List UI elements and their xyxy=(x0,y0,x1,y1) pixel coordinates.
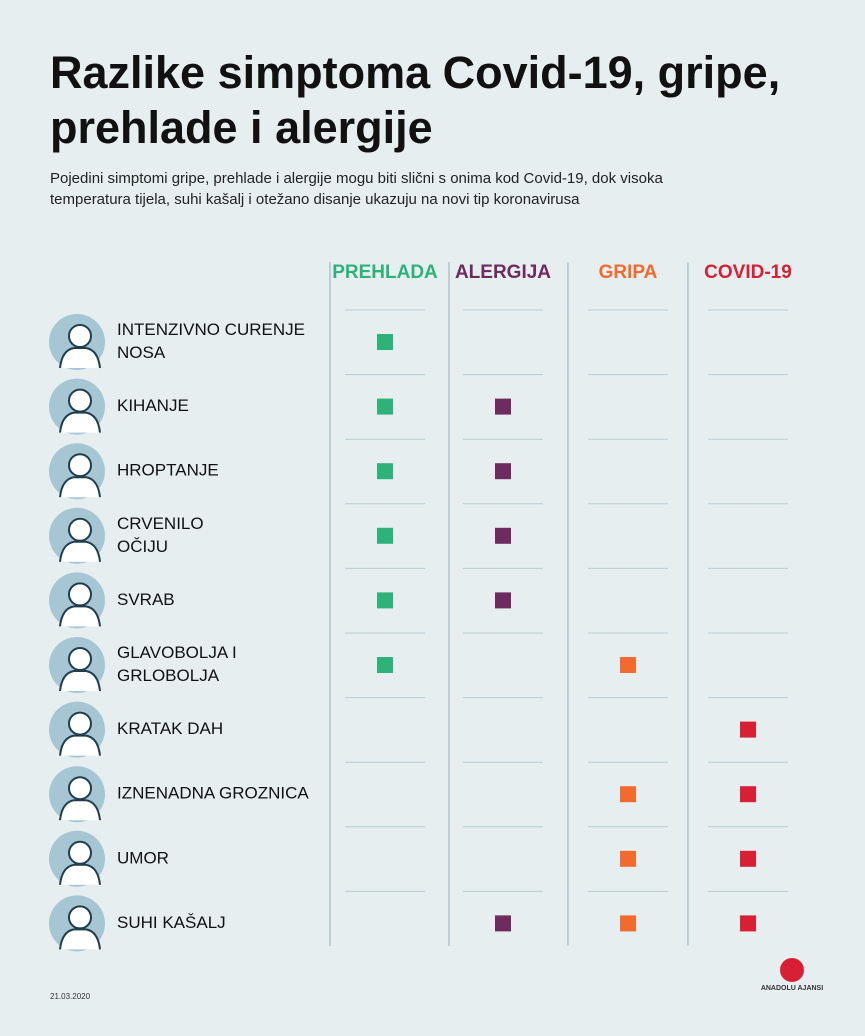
symptom-mark xyxy=(620,786,636,803)
subtitle: temperatura tijela, suhi kašalj i otežan… xyxy=(50,191,580,208)
icon-body xyxy=(59,540,101,562)
symptom-mark xyxy=(495,915,511,932)
symptom-mark xyxy=(377,527,393,544)
icon-body xyxy=(59,799,101,821)
symptom-label: GLAVOBOLJA I xyxy=(117,643,237,662)
symptom-mark xyxy=(377,463,393,480)
symptom-label: GRLOBOLJA xyxy=(117,666,220,685)
icon-head xyxy=(68,711,92,736)
icon-head xyxy=(68,324,92,348)
icon-head xyxy=(68,776,92,801)
column-header: COVID-19 xyxy=(704,262,792,283)
symptom-label: SVRAB xyxy=(117,590,175,609)
icon-body xyxy=(59,670,101,692)
symptom-label: NOSA xyxy=(117,343,166,362)
icon-body xyxy=(59,476,101,498)
symptom-label: IZNENADNA GROZNICA xyxy=(117,784,309,803)
icon-head xyxy=(68,905,92,930)
symptom-mark xyxy=(620,850,636,867)
symptom-label: UMOR xyxy=(117,848,169,867)
icon-body xyxy=(59,411,101,433)
column-header: GRIPA xyxy=(599,262,658,283)
symptom-mark xyxy=(740,850,756,867)
icon-head xyxy=(68,388,92,413)
logo: ANADOLU AJANSI xyxy=(761,985,823,992)
symptom-label: KRATAK DAH xyxy=(117,719,223,738)
symptom-mark xyxy=(495,592,511,609)
symptom-label: CRVENILO xyxy=(117,514,204,533)
column-header: ALERGIJA xyxy=(455,262,551,283)
icon-head xyxy=(68,517,92,542)
icon-head xyxy=(68,453,92,478)
icon-head xyxy=(68,647,92,671)
symptom-mark xyxy=(377,334,393,350)
symptom-mark xyxy=(377,398,393,415)
icon-head xyxy=(68,582,92,607)
symptom-label: KIHANJE xyxy=(117,396,189,415)
symptom-mark xyxy=(740,721,756,738)
symptom-label: SUHI KAŠALJ xyxy=(117,913,226,932)
symptom-mark xyxy=(740,915,756,932)
title: Razlike simptoma Covid-19, gripe, xyxy=(50,47,780,98)
symptom-mark xyxy=(377,657,393,673)
symptom-label: INTENZIVNO CURENJE xyxy=(117,320,305,339)
symptom-mark xyxy=(495,398,511,415)
symptom-label: HROPTANJE xyxy=(117,461,219,480)
logo-icon xyxy=(780,958,804,982)
symptom-mark xyxy=(740,786,756,803)
subtitle: Pojedini simptomi gripe, prehlade i aler… xyxy=(50,170,663,187)
icon-body xyxy=(59,347,101,369)
symptom-mark xyxy=(377,592,393,609)
icon-body xyxy=(59,734,101,756)
date: 21.03.2020 xyxy=(50,992,91,1001)
column-header: PREHLADA xyxy=(332,262,438,283)
symptom-mark xyxy=(620,657,636,673)
symptom-mark xyxy=(620,915,636,932)
icon-head xyxy=(68,840,92,865)
symptom-mark xyxy=(495,527,511,544)
symptom-mark xyxy=(495,463,511,480)
symptom-label: OČIJU xyxy=(117,537,168,556)
icon-body xyxy=(59,863,101,885)
icon-body xyxy=(59,928,101,950)
title: prehlade i alergije xyxy=(50,102,433,153)
icon-body xyxy=(59,605,101,627)
